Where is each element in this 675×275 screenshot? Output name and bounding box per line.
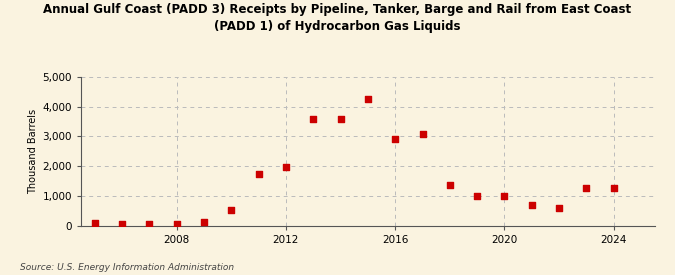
- Text: Annual Gulf Coast (PADD 3) Receipts by Pipeline, Tanker, Barge and Rail from Eas: Annual Gulf Coast (PADD 3) Receipts by P…: [43, 3, 632, 33]
- Point: [144, 222, 155, 226]
- Point: [554, 205, 564, 210]
- Point: [308, 117, 319, 122]
- Point: [362, 97, 373, 101]
- Point: [444, 182, 455, 187]
- Point: [499, 194, 510, 199]
- Point: [117, 222, 128, 226]
- Point: [198, 220, 209, 224]
- Text: Source: U.S. Energy Information Administration: Source: U.S. Energy Information Administ…: [20, 263, 234, 272]
- Point: [171, 222, 182, 226]
- Point: [526, 202, 537, 207]
- Point: [89, 221, 100, 226]
- Point: [389, 137, 400, 142]
- Point: [281, 165, 292, 169]
- Point: [417, 131, 428, 136]
- Point: [581, 186, 592, 190]
- Point: [608, 186, 619, 190]
- Point: [226, 208, 237, 213]
- Point: [253, 172, 264, 176]
- Point: [335, 117, 346, 121]
- Point: [472, 193, 483, 198]
- Y-axis label: Thousand Barrels: Thousand Barrels: [28, 109, 38, 194]
